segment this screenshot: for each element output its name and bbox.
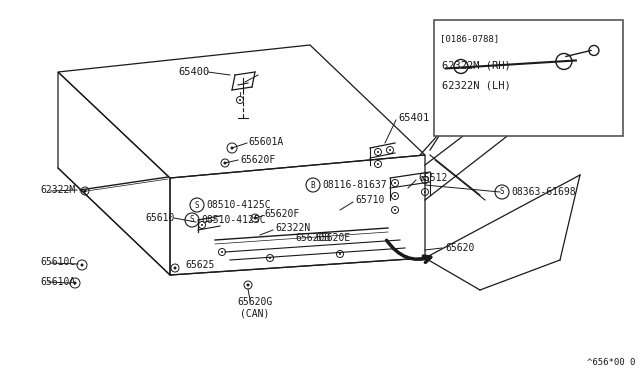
- Circle shape: [394, 182, 396, 184]
- Text: 65625: 65625: [185, 260, 214, 270]
- Text: 65620E: 65620E: [315, 233, 350, 243]
- Text: 65401: 65401: [398, 113, 429, 123]
- Text: 65610C: 65610C: [40, 257, 76, 267]
- Text: 62322N: 62322N: [275, 223, 310, 233]
- Text: 08510-4125C: 08510-4125C: [206, 200, 271, 210]
- Text: S: S: [189, 215, 195, 224]
- Circle shape: [246, 283, 250, 286]
- Text: S: S: [500, 187, 504, 196]
- Text: 65620B: 65620B: [295, 233, 330, 243]
- Text: 65400: 65400: [179, 67, 210, 77]
- Circle shape: [377, 163, 379, 165]
- Circle shape: [83, 189, 86, 192]
- Text: 65512: 65512: [418, 173, 447, 183]
- Text: [0186-0788]: [0186-0788]: [440, 35, 499, 44]
- Text: 65620: 65620: [445, 243, 474, 253]
- Text: 65620F: 65620F: [264, 209, 300, 219]
- Text: 65610A: 65610A: [40, 277, 76, 287]
- Circle shape: [221, 251, 223, 253]
- Text: B: B: [310, 180, 316, 189]
- Text: (CAN): (CAN): [240, 308, 269, 318]
- Text: 65620G: 65620G: [237, 297, 273, 307]
- Circle shape: [223, 161, 227, 164]
- Circle shape: [269, 257, 271, 259]
- Circle shape: [377, 151, 379, 153]
- Bar: [434, 20, 623, 136]
- Circle shape: [253, 217, 257, 219]
- Text: 62322N (LH): 62322N (LH): [442, 81, 511, 91]
- Text: 62322M: 62322M: [40, 185, 76, 195]
- Circle shape: [74, 282, 77, 285]
- Text: 08510-4125C: 08510-4125C: [201, 215, 266, 225]
- Circle shape: [239, 99, 241, 101]
- Text: 08116-81637: 08116-81637: [322, 180, 387, 190]
- Circle shape: [173, 266, 177, 269]
- Circle shape: [424, 179, 426, 181]
- Circle shape: [339, 253, 341, 255]
- Circle shape: [201, 224, 203, 226]
- Text: S: S: [195, 201, 199, 209]
- Circle shape: [389, 149, 391, 151]
- Circle shape: [394, 209, 396, 211]
- Text: 08363-61698: 08363-61698: [511, 187, 575, 197]
- Text: 65601A: 65601A: [248, 137, 284, 147]
- Text: ^656*00 0: ^656*00 0: [587, 358, 635, 367]
- Text: 65710: 65710: [355, 195, 385, 205]
- Circle shape: [424, 191, 426, 193]
- Text: 65610: 65610: [146, 213, 175, 223]
- Text: 65620F: 65620F: [240, 155, 275, 165]
- Circle shape: [394, 195, 396, 197]
- Text: 62322M (RH): 62322M (RH): [442, 61, 511, 71]
- Circle shape: [81, 263, 83, 266]
- Circle shape: [230, 147, 234, 150]
